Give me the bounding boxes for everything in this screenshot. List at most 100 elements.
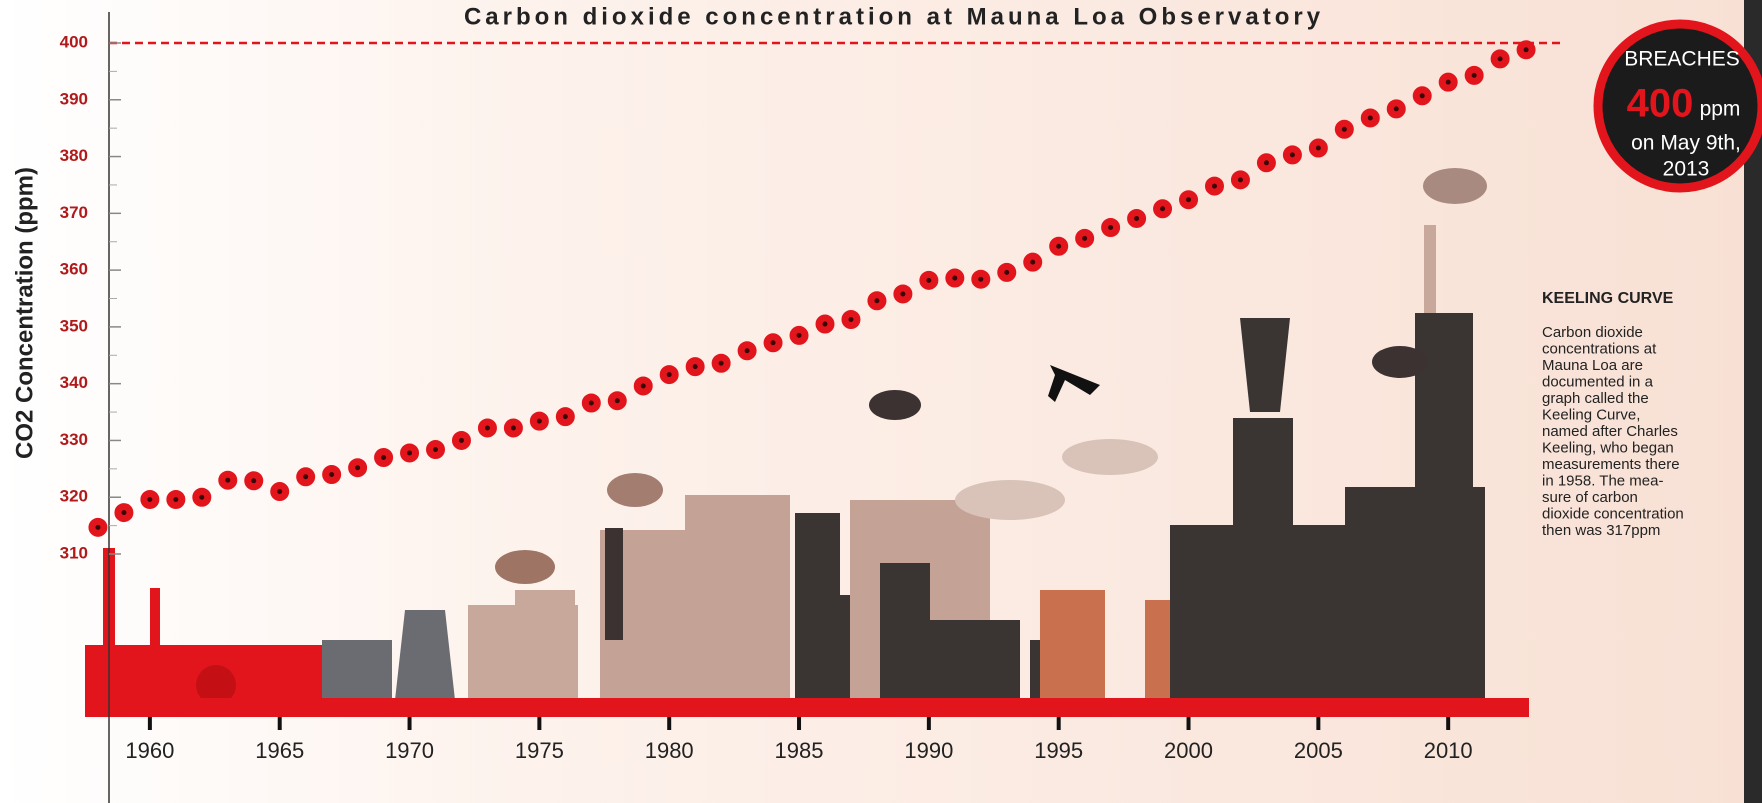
data-point bbox=[118, 507, 130, 519]
x-tick-label: 1990 bbox=[904, 738, 953, 763]
data-point bbox=[196, 491, 208, 503]
data-point bbox=[949, 272, 961, 284]
data-point bbox=[975, 273, 987, 285]
side-note-text: Keeling, who began bbox=[1542, 439, 1674, 456]
data-point bbox=[533, 415, 545, 427]
data-point bbox=[663, 369, 675, 381]
data-point bbox=[404, 447, 416, 459]
data-point bbox=[741, 345, 753, 357]
side-note-text: Keeling Curve, bbox=[1542, 406, 1640, 423]
y-tick-label: 360 bbox=[60, 260, 88, 279]
y-tick-label: 340 bbox=[60, 373, 88, 392]
data-point bbox=[274, 486, 286, 498]
annotation-value: 400 bbox=[1627, 82, 1694, 126]
data-point bbox=[455, 434, 467, 446]
data-point bbox=[1105, 222, 1117, 234]
data-point bbox=[1234, 174, 1246, 186]
data-point bbox=[378, 451, 390, 463]
side-note-text: Carbon dioxide bbox=[1542, 324, 1643, 341]
chart: Carbon dioxide concentration at Mauna Lo… bbox=[0, 0, 1762, 803]
data-point bbox=[1442, 76, 1454, 88]
data-point bbox=[559, 411, 571, 423]
y-tick-label: 310 bbox=[60, 543, 88, 562]
x-tick-label: 2010 bbox=[1424, 738, 1473, 763]
data-point bbox=[222, 474, 234, 486]
data-point bbox=[1079, 232, 1091, 244]
data-point bbox=[1208, 180, 1220, 192]
side-note-text: dioxide concentration bbox=[1542, 505, 1684, 522]
data-point bbox=[144, 494, 156, 506]
data-point bbox=[1468, 69, 1480, 81]
data-point bbox=[170, 494, 182, 506]
data-point bbox=[637, 380, 649, 392]
annotation-text: on May 9th, bbox=[1631, 132, 1741, 155]
data-point bbox=[819, 318, 831, 330]
data-point bbox=[1520, 44, 1532, 56]
side-note-text: concentrations at bbox=[1542, 340, 1657, 357]
data-point bbox=[897, 288, 909, 300]
side-note-text: then was 317ppm bbox=[1542, 522, 1660, 539]
y-tick-label: 380 bbox=[60, 146, 88, 165]
y-tick-label: 370 bbox=[60, 203, 88, 222]
breach-annotation: BREACHES 400 ppm on May 9th, 2013 bbox=[1598, 24, 1762, 188]
data-point bbox=[1338, 123, 1350, 135]
side-note-text: measurements there bbox=[1542, 456, 1680, 473]
data-point bbox=[715, 357, 727, 369]
x-tick-label: 1985 bbox=[775, 738, 824, 763]
side-note-text: named after Charles bbox=[1542, 423, 1678, 440]
data-point bbox=[1416, 90, 1428, 102]
data-point bbox=[1001, 266, 1013, 278]
y-tick-label: 330 bbox=[60, 430, 88, 449]
data-point bbox=[585, 397, 597, 409]
data-point bbox=[326, 469, 338, 481]
data-point bbox=[92, 521, 104, 533]
data-point bbox=[430, 444, 442, 456]
side-note-text: in 1958. The mea- bbox=[1542, 472, 1663, 489]
data-point bbox=[481, 422, 493, 434]
data-point bbox=[767, 337, 779, 349]
y-tick-label: 320 bbox=[60, 487, 88, 506]
data-point bbox=[1312, 142, 1324, 154]
data-point bbox=[923, 274, 935, 286]
x-tick-label: 2000 bbox=[1164, 738, 1213, 763]
side-note-text: graph called the bbox=[1542, 390, 1649, 407]
data-point bbox=[1131, 212, 1143, 224]
data-point bbox=[1183, 194, 1195, 206]
data-point bbox=[1494, 53, 1506, 65]
x-tick-label: 1965 bbox=[255, 738, 304, 763]
x-tick-label: 1980 bbox=[645, 738, 694, 763]
data-point bbox=[793, 329, 805, 341]
side-note-text: Mauna Loa are bbox=[1542, 357, 1643, 374]
data-point bbox=[300, 471, 312, 483]
data-point bbox=[1390, 103, 1402, 115]
data-point bbox=[1053, 240, 1065, 252]
side-note-text: documented in a bbox=[1542, 373, 1654, 390]
data-point bbox=[1364, 112, 1376, 124]
data-point bbox=[1286, 149, 1298, 161]
x-tick-label: 1975 bbox=[515, 738, 564, 763]
data-point bbox=[845, 314, 857, 326]
data-point bbox=[611, 395, 623, 407]
x-tick-label: 1960 bbox=[125, 738, 174, 763]
data-point bbox=[507, 422, 519, 434]
annotation-unit: ppm bbox=[1700, 98, 1741, 121]
y-tick-label: 390 bbox=[60, 89, 88, 108]
data-point bbox=[1157, 203, 1169, 215]
x-tick-label: 1970 bbox=[385, 738, 434, 763]
y-tick-label: 350 bbox=[60, 316, 88, 335]
annotation-text: 2013 bbox=[1663, 158, 1710, 181]
side-note-text: sure of carbon bbox=[1542, 489, 1638, 506]
data-point bbox=[248, 475, 260, 487]
y-axis-label: CO2 Concentration (ppm) bbox=[11, 167, 38, 459]
x-tick-label: 2005 bbox=[1294, 738, 1343, 763]
annotation-text: BREACHES bbox=[1624, 48, 1740, 71]
data-point bbox=[871, 295, 883, 307]
data-point bbox=[352, 462, 364, 474]
y-tick-label: 400 bbox=[60, 32, 88, 51]
data-point bbox=[689, 361, 701, 373]
data-point bbox=[1260, 157, 1272, 169]
x-tick-label: 1995 bbox=[1034, 738, 1083, 763]
chart-title: Carbon dioxide concentration at Mauna Lo… bbox=[464, 3, 1324, 30]
data-point bbox=[1027, 256, 1039, 268]
side-note-heading: KEELING CURVE bbox=[1542, 290, 1674, 307]
